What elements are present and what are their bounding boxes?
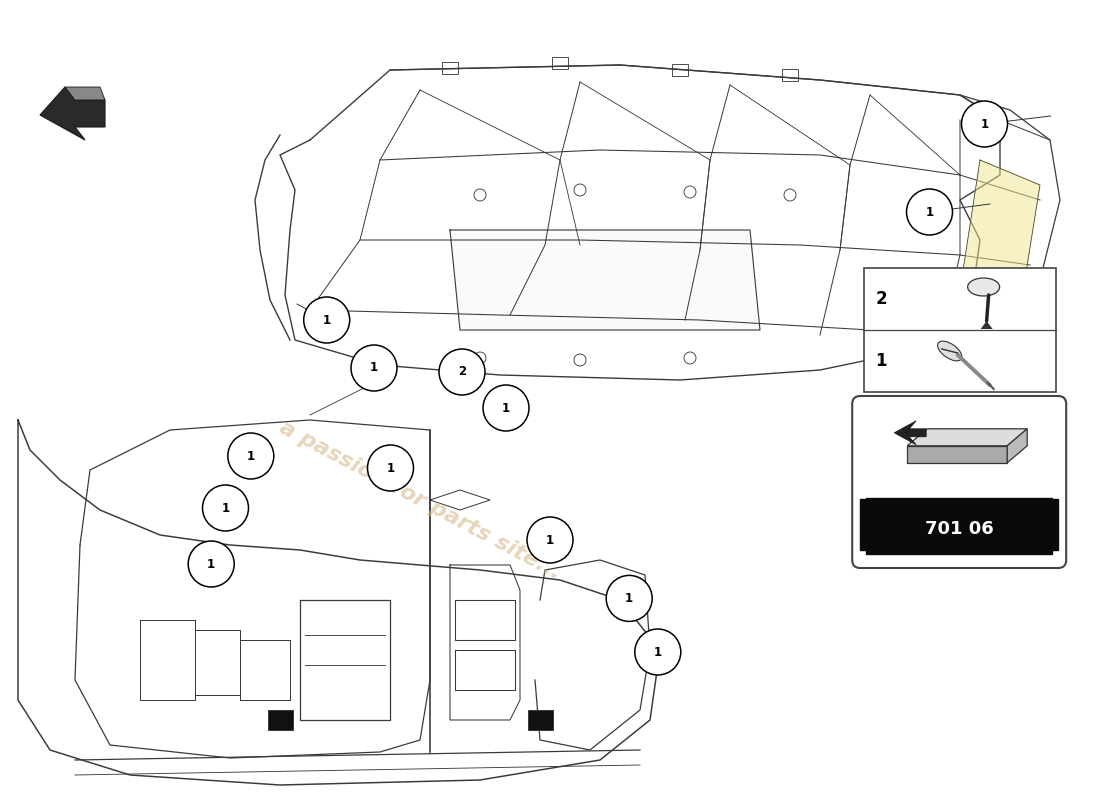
Circle shape	[868, 341, 914, 387]
Circle shape	[906, 189, 953, 235]
Text: 1: 1	[625, 592, 634, 605]
Polygon shape	[866, 498, 1053, 554]
Polygon shape	[894, 421, 926, 445]
Circle shape	[202, 485, 249, 531]
Ellipse shape	[937, 341, 961, 361]
Polygon shape	[450, 230, 760, 330]
Text: a passion for parts site...: a passion for parts site...	[276, 417, 564, 583]
Text: 1: 1	[980, 118, 989, 130]
Bar	[268, 710, 293, 730]
Circle shape	[961, 101, 1008, 147]
Circle shape	[228, 433, 274, 479]
Text: 1: 1	[386, 462, 395, 474]
Bar	[442, 62, 458, 74]
Circle shape	[188, 541, 234, 587]
Text: 2: 2	[876, 290, 887, 308]
Circle shape	[892, 277, 938, 323]
Text: 2: 2	[458, 366, 466, 378]
Circle shape	[635, 629, 681, 675]
Text: 1: 1	[911, 294, 920, 306]
FancyBboxPatch shape	[852, 396, 1066, 568]
Circle shape	[483, 385, 529, 431]
Text: 1: 1	[546, 534, 554, 546]
Polygon shape	[980, 321, 992, 329]
Polygon shape	[40, 87, 104, 140]
Text: 701 06: 701 06	[925, 520, 993, 538]
Circle shape	[606, 575, 652, 622]
Bar	[672, 64, 688, 76]
Circle shape	[527, 517, 573, 563]
Text: 1: 1	[925, 206, 934, 218]
Text: 1: 1	[207, 558, 216, 570]
Polygon shape	[908, 446, 1008, 462]
Circle shape	[351, 345, 397, 391]
Polygon shape	[860, 498, 1058, 550]
Bar	[782, 69, 797, 81]
Ellipse shape	[968, 278, 1000, 296]
FancyBboxPatch shape	[864, 268, 1056, 392]
Circle shape	[304, 297, 350, 343]
Polygon shape	[908, 429, 1027, 446]
Bar	[528, 710, 553, 730]
Polygon shape	[960, 160, 1040, 310]
Circle shape	[367, 445, 414, 491]
Text: 1: 1	[502, 402, 510, 414]
Text: 1: 1	[221, 502, 230, 514]
Bar	[552, 57, 568, 69]
Text: 1: 1	[887, 358, 895, 370]
Polygon shape	[1008, 429, 1027, 462]
Text: 1: 1	[876, 352, 887, 370]
Text: 1: 1	[653, 646, 662, 658]
Text: 1: 1	[246, 450, 255, 462]
Text: 1: 1	[322, 314, 331, 326]
Circle shape	[439, 349, 485, 395]
Polygon shape	[65, 87, 104, 100]
Text: 1: 1	[370, 362, 378, 374]
